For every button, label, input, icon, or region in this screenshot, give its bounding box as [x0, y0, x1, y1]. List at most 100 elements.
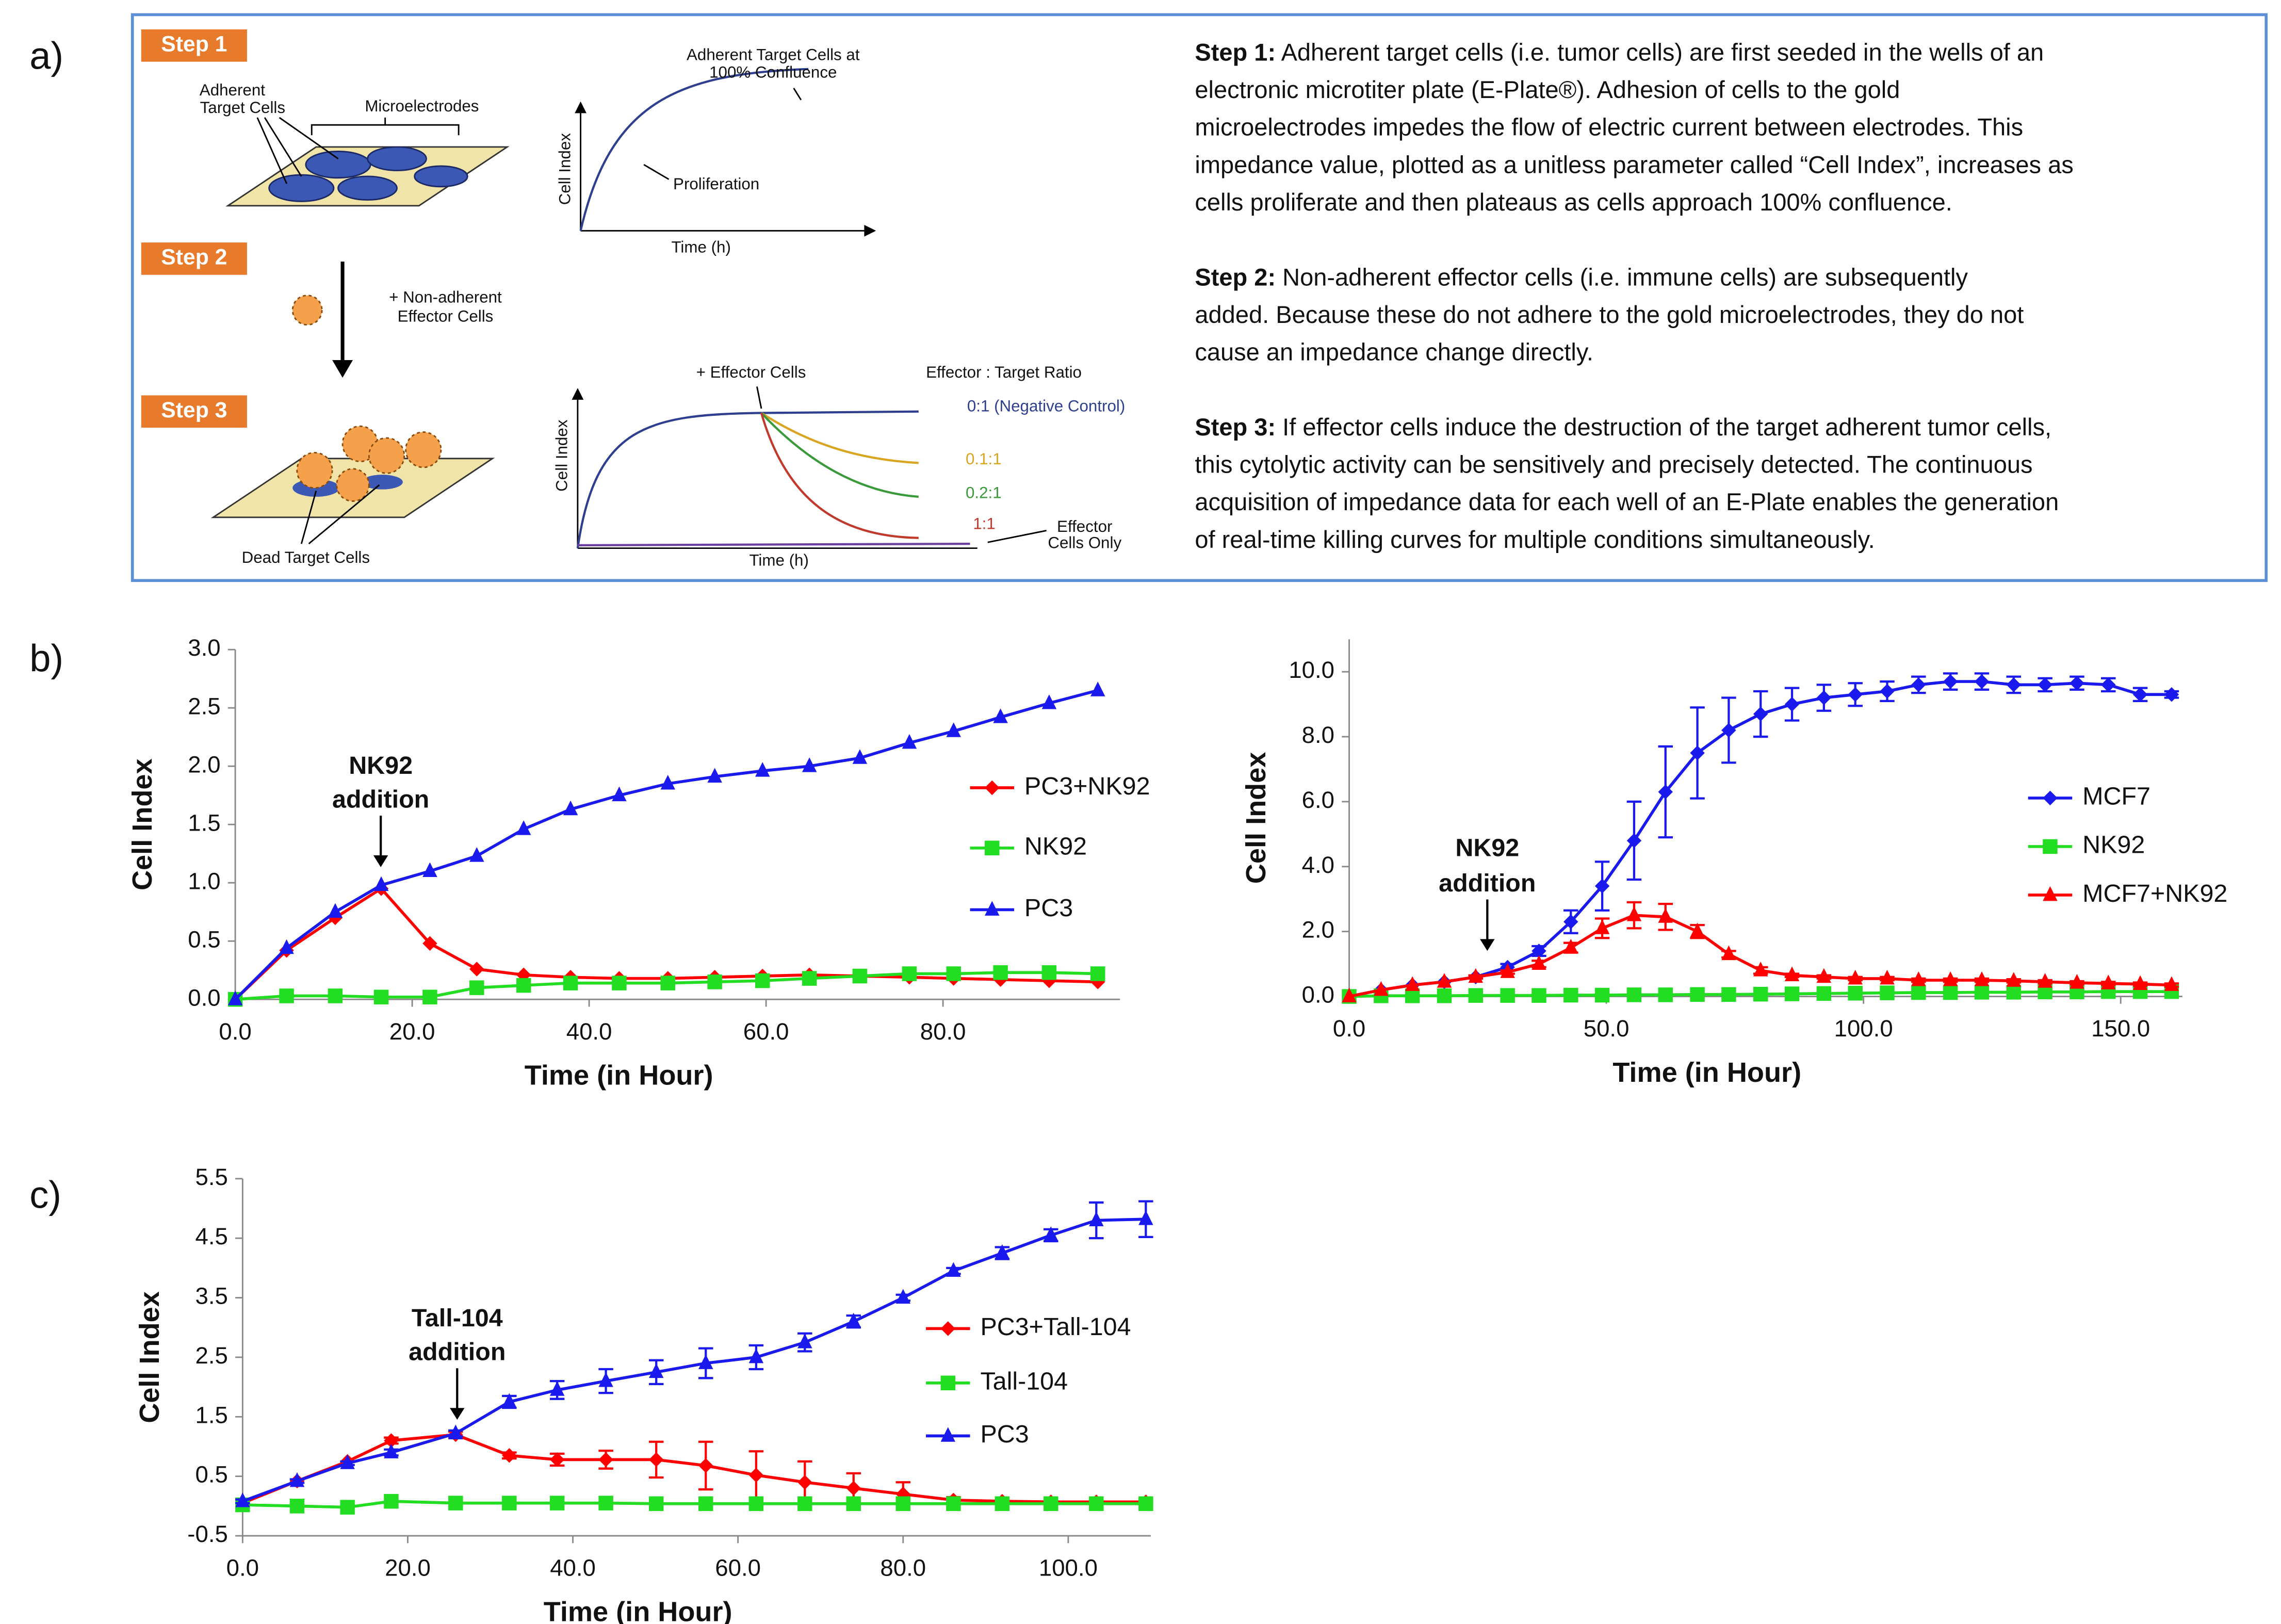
- x-tick-label: 80.0: [880, 1555, 926, 1581]
- y-tick-label: 8.0: [1302, 722, 1334, 748]
- marker: [279, 988, 294, 1003]
- paragraph-lead: Step 3:: [1195, 413, 1276, 441]
- legend-label: MCF7: [2082, 783, 2150, 810]
- charts: 0.0 0.5 1.0 1.5 2.0 2.5 3.0 0.0 20.0 40.0 60.0 80.0…: [127, 635, 2228, 1624]
- y-tick-label: 2.5: [195, 1342, 227, 1369]
- x-axis-title: Time (in Hour): [525, 1060, 713, 1091]
- marker: [448, 1496, 463, 1511]
- marker: [895, 1496, 911, 1512]
- diagram-label: Effector : Target Ratio: [926, 363, 1082, 381]
- marker: [1784, 966, 1800, 982]
- marker: [2132, 975, 2148, 990]
- paragraph-text: cause an impedance change directly.: [1195, 338, 1593, 366]
- marker: [940, 1375, 956, 1391]
- marker: [1848, 985, 1863, 1001]
- x-tick-label: 0.0: [226, 1555, 259, 1581]
- paragraph-text: If effector cells induce the destruction…: [1276, 413, 2051, 441]
- marker: [1911, 971, 1926, 986]
- marker: [1531, 988, 1546, 1003]
- y-tick-label: 0.5: [188, 926, 220, 952]
- cell: [414, 165, 468, 188]
- marker: [1090, 681, 1105, 696]
- axis: [577, 397, 977, 549]
- marker: [1626, 987, 1642, 1002]
- marker: [1089, 1496, 1104, 1512]
- effector-cell: [368, 437, 405, 474]
- paragraph-line: added. Because these do not adhere to th…: [1195, 301, 2024, 328]
- paragraph-text: of real-time killing curves for multiple…: [1195, 526, 1875, 553]
- y-tick-label: 3.5: [195, 1283, 227, 1309]
- y-tick-label: 4.0: [1302, 852, 1334, 878]
- marker: [660, 976, 675, 990]
- marker: [612, 976, 627, 990]
- paragraph-text: acquisition of impedance data for each w…: [1195, 489, 2059, 516]
- marker: [1594, 919, 1610, 934]
- annotation: NK92: [349, 752, 413, 779]
- paragraph-line: acquisition of impedance data for each w…: [1195, 489, 2059, 516]
- cell: [367, 146, 427, 171]
- x-tick-label: 150.0: [2091, 1015, 2150, 1042]
- chart: 0.0 0.5 1.0 1.5 2.0 2.5 3.0 0.0 20.0 40.0 60.0 80.0…: [127, 635, 1150, 1091]
- y-tick-label: 10.0: [1289, 657, 1334, 683]
- marker: [995, 1496, 1010, 1512]
- y-axis-title: Cell Index: [134, 1291, 165, 1423]
- legend-label: MCF7+NK92: [2082, 880, 2227, 907]
- effector-cell: [291, 295, 323, 326]
- marker: [373, 989, 389, 1004]
- marker: [1500, 988, 1515, 1003]
- marker: [1531, 955, 1546, 970]
- marker: [902, 734, 917, 749]
- marker: [1784, 986, 1800, 1001]
- marker: [1911, 985, 1926, 1000]
- cell: [337, 175, 398, 201]
- marker: [802, 971, 817, 986]
- marker: [1626, 833, 1642, 848]
- marker: [502, 1393, 517, 1408]
- diagram-label: Cells Only: [1048, 533, 1121, 551]
- marker: [797, 1333, 812, 1349]
- arrowhead: [864, 224, 876, 237]
- marker: [1816, 968, 1832, 983]
- effector-cell: [336, 468, 370, 502]
- marker: [328, 988, 343, 1003]
- marker: [289, 1499, 305, 1514]
- marker: [1690, 987, 1705, 1002]
- marker: [235, 1492, 250, 1507]
- marker: [1563, 939, 1578, 954]
- marker: [1563, 914, 1578, 930]
- marker: [1626, 906, 1642, 921]
- chart: -0.5 0.5 1.5 2.5 3.5 4.5 5.5 0.0 20.0 40.0 60.0 80.…: [134, 1164, 1153, 1624]
- schematic-curve: [760, 412, 919, 498]
- paragraph-lead: Step 2:: [1195, 264, 1276, 291]
- step-label: Step 2: [161, 245, 227, 270]
- x-tick-label: 40.0: [566, 1018, 612, 1045]
- marker: [1041, 965, 1057, 980]
- paragraph-line: of real-time killing curves for multiple…: [1195, 526, 1875, 553]
- marker: [289, 1472, 305, 1487]
- marker: [940, 1321, 956, 1336]
- arrowhead: [575, 101, 586, 113]
- marker: [802, 757, 817, 772]
- y-tick-label: 4.5: [195, 1223, 227, 1249]
- annotation: addition: [332, 785, 429, 813]
- marker: [340, 1500, 355, 1515]
- marker: [1658, 987, 1673, 1002]
- marker: [2164, 976, 2179, 991]
- cell: [362, 475, 403, 490]
- diagram-label: Cell Index: [556, 133, 574, 205]
- marker: [2006, 985, 2022, 1000]
- y-tick-label: 6.0: [1302, 787, 1334, 813]
- paragraph-line: electronic microtiter plate (E-Plate®). …: [1195, 76, 1900, 103]
- y-tick-label: 0.0: [188, 984, 220, 1011]
- x-tick-label: 100.0: [1039, 1555, 1098, 1581]
- paragraph-line: cells proliferate and then plateaus as c…: [1195, 188, 1952, 216]
- annotation: addition: [409, 1338, 506, 1366]
- schematic-curve: [577, 542, 970, 547]
- marker: [1880, 985, 1895, 1000]
- marker: [748, 1496, 764, 1512]
- y-tick-label: 0.0: [1302, 982, 1334, 1008]
- diagram-label: Time (h): [671, 238, 730, 256]
- marker: [448, 1424, 463, 1440]
- marker: [384, 1493, 399, 1509]
